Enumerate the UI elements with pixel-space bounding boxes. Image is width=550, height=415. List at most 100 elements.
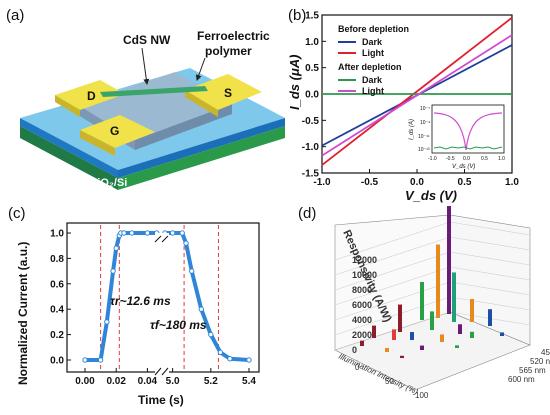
responsivity-bar <box>420 281 424 320</box>
z-tick-label: 8000 <box>352 285 372 295</box>
time-curve-1 <box>165 231 250 362</box>
responsivity-bar <box>436 244 440 318</box>
time-y-tick-label: 0.8 <box>50 254 64 265</box>
time-point <box>189 268 195 274</box>
iv-x-tick-label: -0.5 <box>361 177 379 188</box>
responsivity-bar <box>420 345 424 350</box>
grid-line-left <box>334 281 451 321</box>
panel-b: (b) -1.0 -0.5 0.0 0.5 1.0 -1.5-1.0-0.50.00.5… <box>287 7 519 203</box>
responsivity-bar <box>410 332 414 340</box>
iv-x-tick-label: -1.0 <box>313 177 331 188</box>
z-tick-label: 2000 <box>352 330 372 340</box>
z-tick-label: 4000 <box>352 315 372 325</box>
time-x-tick-label: 5.2 <box>204 376 218 387</box>
iv-series-lines <box>321 16 513 166</box>
electrode-s-top <box>185 74 262 110</box>
legend-after-light-label: Light <box>362 86 384 96</box>
inset-dark-curve <box>433 146 503 150</box>
time-point <box>183 240 189 246</box>
time-series <box>82 230 252 363</box>
panel-a-label: (a) <box>6 7 24 24</box>
grid-line-left <box>334 251 451 291</box>
iv-y-tick-label: 0.5 <box>305 63 319 74</box>
electrode-g-front <box>80 130 115 156</box>
legend-before-title: Before depletion <box>338 24 409 34</box>
substrate-right <box>118 118 285 178</box>
inset-y-label: I_ds (A) <box>409 119 415 140</box>
intensity-ticks: 0 50 100 <box>355 363 429 400</box>
intensity-tick-label: 0 <box>355 363 360 372</box>
responsivity-bar <box>470 298 474 322</box>
iv-y-tick-label: 1.0 <box>305 37 319 48</box>
responsivity-bar <box>398 304 402 332</box>
time-point <box>121 230 127 236</box>
grid-line-right <box>449 236 531 251</box>
label-s: S <box>224 86 232 100</box>
time-point <box>227 356 233 362</box>
axis-break-bottom-gap <box>155 366 169 376</box>
time-x-axis-label: Time (s) <box>138 393 184 407</box>
time-y-tick-label: 0.0 <box>50 356 64 367</box>
inset-x-tick-5: 1.0 <box>498 156 505 162</box>
time-x-tick-label: 0.00 <box>75 376 95 387</box>
fall-time-annotation: τf~180 ms <box>150 318 207 332</box>
responsivity-bar <box>488 309 492 326</box>
inset-x-label: V_ds (V) <box>452 164 475 170</box>
responsivity-bar <box>372 325 376 338</box>
time-point <box>179 230 185 236</box>
grid-line-left <box>334 266 451 306</box>
responsivity-bar <box>440 334 444 342</box>
panel-d-label: (d) <box>298 205 316 222</box>
grid-line-right <box>449 266 531 281</box>
panel-c-label: (c) <box>8 205 26 222</box>
time-x-ticks: 0.00 0.02 0.04 5.0 5.2 5.4 <box>75 368 256 387</box>
inset-y-tick-1: 10⁻⁷ <box>420 106 430 112</box>
label-substrate: SiO₂/Si <box>90 177 127 189</box>
time-plot-frame <box>66 222 260 373</box>
wavelength-tick-label: 450 nm <box>541 348 550 357</box>
iv-x-tick-label: 0.0 <box>410 177 424 188</box>
responsivity-bar <box>470 331 474 338</box>
grid-line-right <box>449 251 531 266</box>
label-d: D <box>87 89 96 103</box>
panel-b-label: (b) <box>288 7 306 24</box>
responsivity-bar <box>400 355 404 358</box>
responsivity-bar <box>452 272 456 322</box>
electrode-s-front <box>185 90 218 117</box>
time-point <box>144 230 151 236</box>
responsivity-bar <box>360 340 364 346</box>
inset-y-tick-2: 10⁻⁹ <box>420 120 430 126</box>
substrate-si-right <box>118 126 285 190</box>
time-y-tick-label: 0.4 <box>50 305 64 316</box>
responsivity-z-ticks: 0 2000 4000 6000 8000 10000 12000 <box>352 255 377 355</box>
axis-break-bottom-slash-1 <box>154 367 162 376</box>
time-x-tick-label: 5.4 <box>242 376 256 387</box>
time-x-tick-label: 0.04 <box>138 376 158 387</box>
axis-break-top-slash-2 <box>161 235 169 243</box>
polymer-arrow <box>195 57 206 81</box>
label-g: G <box>110 124 119 138</box>
legend-after-title: After depletion <box>338 62 402 72</box>
label-ferroelectric: Ferroelectric <box>197 29 270 43</box>
panel-a: (a) CdS NW Ferroelectric <box>6 7 285 190</box>
iv-inset: 10⁻⁷ 10⁻⁹ 10⁻¹¹ 10⁻¹³ -1.0 -0.5 0.0 0.5 … <box>409 104 505 170</box>
time-point <box>129 230 135 236</box>
iv-y-tick-label: -1.5 <box>302 169 320 180</box>
polymer-side <box>135 104 232 150</box>
substrate-si-left <box>20 126 118 190</box>
panel-d: (d) 0 2000 4000 6000 8000 10000 12000 600 nm56… <box>298 205 550 400</box>
electrode-d-top <box>55 80 125 110</box>
time-point <box>97 357 104 363</box>
grid-line-right <box>449 296 531 311</box>
time-point <box>198 306 204 312</box>
z-tick-label: 0 <box>352 345 357 355</box>
iv-y-axis-label: I_ds (μA) <box>287 54 302 110</box>
time-point <box>169 230 176 236</box>
panel-c: (c) 0.00 0.02 0.04 5.0 5.2 5.4 0.00.20.40.60.… <box>8 205 260 407</box>
time-y-tick-label: 1.0 <box>50 229 64 240</box>
axis-break-marker <box>154 233 169 376</box>
axis-break-top-slash-1 <box>154 235 162 243</box>
time-point <box>246 357 252 363</box>
